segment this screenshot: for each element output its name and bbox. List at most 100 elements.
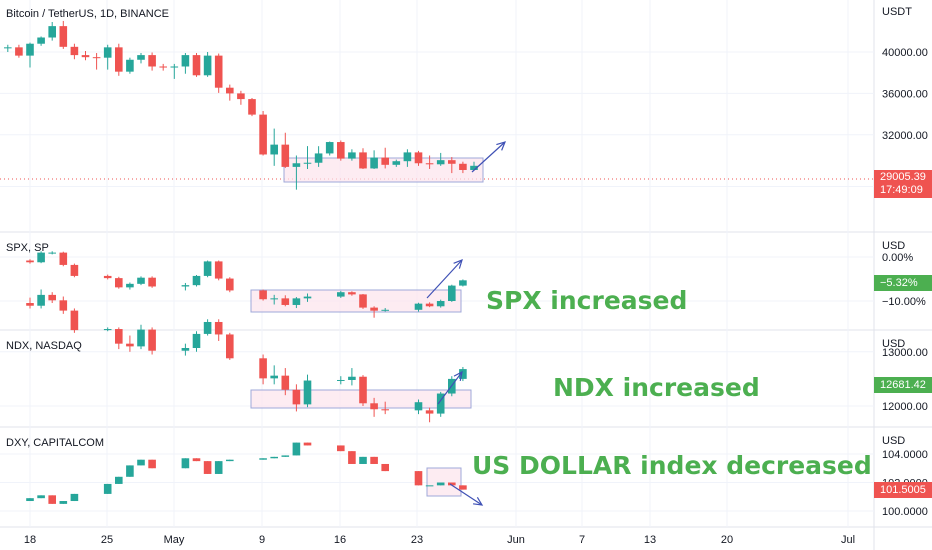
- dxy-last-value-tag: 101.5005: [874, 482, 932, 498]
- candle-body: [337, 142, 345, 159]
- candle-body: [81, 55, 90, 58]
- candle-body: [314, 153, 323, 163]
- candle-body: [115, 47, 123, 72]
- candle-body: [414, 471, 423, 486]
- candle-body: [103, 483, 112, 494]
- candle-body: [203, 261, 212, 276]
- btc-last-price: 29005.39: [880, 171, 926, 183]
- candle-body: [381, 409, 389, 411]
- candle-body: [414, 402, 423, 411]
- candle-body: [226, 87, 234, 94]
- x-axis-label: 13: [644, 534, 656, 546]
- candle-body: [359, 152, 367, 169]
- dxy-range-box: [426, 467, 462, 497]
- ndx-last-value-tag: 12681.42: [874, 377, 932, 393]
- candle-body: [137, 55, 145, 60]
- candle-body: [192, 333, 201, 349]
- candle-body: [37, 294, 45, 306]
- candle-body: [292, 442, 301, 456]
- spx-last-value-tag: −5.32%: [874, 275, 932, 291]
- candle-body: [459, 485, 467, 490]
- candle-body: [370, 157, 378, 169]
- ndx-trend-arrow: [437, 371, 463, 405]
- spx-range-box: [250, 289, 462, 313]
- candle-body: [348, 376, 356, 380]
- candle-body: [303, 162, 312, 164]
- candle-body: [259, 358, 267, 379]
- ndx-last-value: 12681.42: [880, 379, 926, 391]
- candle-body: [436, 482, 445, 486]
- dxy-trend-arrow-head: [472, 496, 484, 506]
- candle-body: [103, 275, 112, 279]
- trend-arrows: [426, 141, 507, 506]
- candle-body: [325, 142, 334, 154]
- candle-body: [214, 55, 223, 88]
- candle-body: [303, 380, 312, 405]
- candle-body: [115, 476, 123, 484]
- x-axis-label: Jun: [507, 534, 525, 546]
- candle-body: [436, 160, 445, 165]
- candle-body: [281, 298, 290, 305]
- candle-body: [126, 343, 134, 347]
- candle-body: [348, 451, 356, 464]
- candle-body: [26, 43, 34, 56]
- candle-body: [348, 152, 356, 159]
- candle-body: [170, 66, 179, 68]
- candle-body: [159, 66, 167, 68]
- candle-body: [270, 144, 278, 155]
- dxy-last-value: 101.5005: [880, 484, 926, 496]
- candle-body: [59, 252, 68, 265]
- candle-body: [359, 376, 367, 404]
- candle-body: [248, 99, 256, 115]
- btc-trend-arrow-head: [496, 141, 507, 151]
- candle-body: [403, 152, 412, 162]
- candle-body: [270, 375, 278, 379]
- candle-body: [259, 290, 267, 300]
- candle-body: [115, 278, 123, 288]
- candle-body: [103, 329, 112, 331]
- candle-body: [337, 445, 345, 452]
- candle-body: [70, 493, 79, 502]
- candle-body: [214, 461, 223, 474]
- spx-trend-arrow-head: [453, 258, 463, 269]
- dxy-currency-label: USD: [882, 435, 906, 447]
- y-axis-tick-label: 12000.00: [882, 401, 928, 413]
- y-axis-tick-label: 13000.00: [882, 347, 928, 359]
- candle-body: [126, 283, 134, 288]
- spx-currency-label: USD: [882, 240, 906, 252]
- candle-body: [103, 47, 112, 58]
- y-axis-tick-label: 0.00%: [882, 252, 913, 264]
- candle-body: [115, 329, 123, 344]
- x-axis-label: 23: [411, 534, 423, 546]
- candle-body: [337, 379, 345, 381]
- candle-body: [226, 334, 234, 359]
- candle-body: [203, 461, 212, 474]
- candle-body: [270, 456, 278, 459]
- ndx-currency-label: USD: [882, 338, 906, 350]
- dxy-annotation: US DOLLAR index decreased: [472, 451, 872, 480]
- btc-last-price-tag: 29005.39 17:49:09: [874, 170, 932, 198]
- candle-body: [4, 47, 12, 49]
- candle-body: [448, 160, 456, 164]
- y-axis-tick-label: 104.0000: [882, 449, 928, 461]
- candle-body: [203, 321, 212, 334]
- candle-body: [48, 252, 56, 254]
- candle-body: [303, 296, 312, 299]
- x-axis-label: 18: [24, 534, 36, 546]
- candle-body: [470, 165, 478, 170]
- candle-body: [414, 152, 423, 164]
- candle-body: [137, 329, 145, 347]
- x-axis-label: May: [164, 534, 185, 546]
- candle-body: [359, 456, 367, 464]
- x-axis-label: 25: [101, 534, 113, 546]
- candle-body: [425, 410, 434, 414]
- y-axis-tick-label: −10.00%: [882, 296, 926, 308]
- candle-body: [226, 459, 234, 462]
- candle-body: [192, 458, 201, 462]
- candle-body: [281, 144, 290, 167]
- candle-body: [26, 260, 34, 263]
- candle-body: [59, 300, 68, 311]
- candle-body: [448, 482, 456, 486]
- candle-body: [37, 495, 45, 499]
